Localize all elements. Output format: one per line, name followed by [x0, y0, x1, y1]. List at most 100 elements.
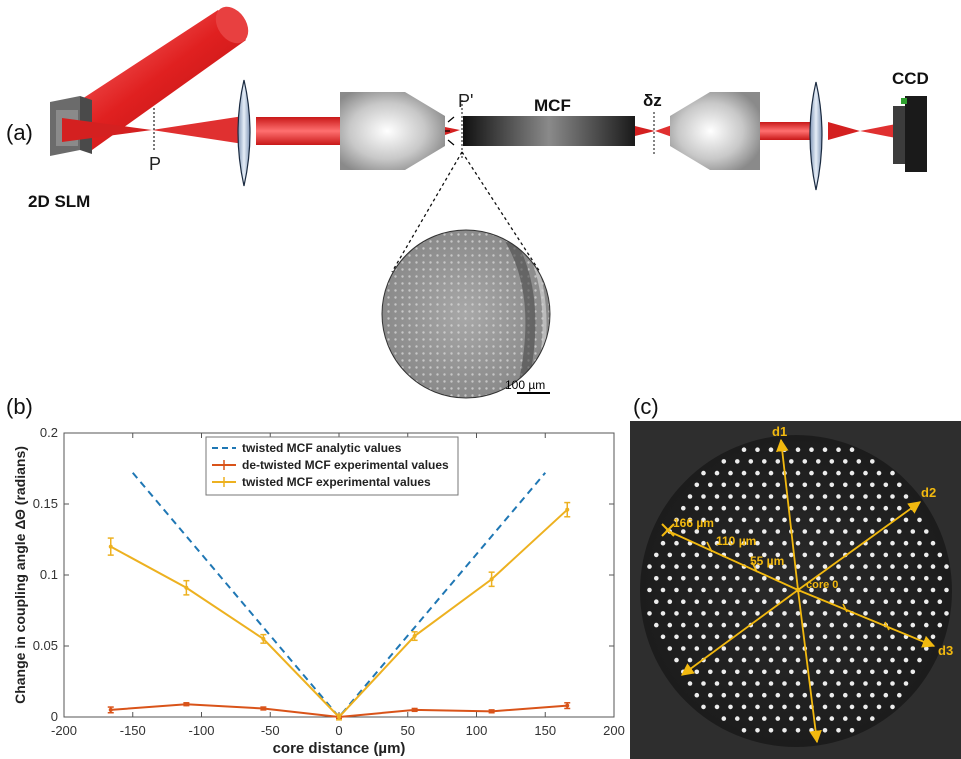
dz-label: δz: [643, 91, 662, 110]
core-dot: [843, 482, 848, 488]
core0-label: core 0: [806, 579, 838, 591]
core-dot: [762, 529, 767, 534]
d1-line-up: [776, 438, 799, 591]
x-tick-label: -150: [120, 723, 146, 738]
core-dot: [822, 564, 828, 569]
core-dot: [708, 482, 713, 488]
core-dot: [876, 587, 882, 593]
core-dot: [660, 540, 666, 546]
core-dot: [775, 482, 781, 488]
x-tick-label: -50: [261, 723, 280, 738]
core-dot: [849, 657, 855, 663]
core-dot: [748, 529, 754, 534]
core-dot: [748, 482, 754, 488]
core-dot: [782, 494, 787, 499]
core-dot: [870, 716, 875, 721]
core-dot: [694, 669, 700, 675]
core-dot: [897, 692, 902, 698]
core-dot: [836, 634, 841, 640]
core-dot: [694, 505, 700, 511]
core-dot: [681, 552, 686, 558]
core-dot: [809, 611, 814, 616]
core-dot: [654, 576, 659, 581]
core-dot: [755, 494, 760, 499]
core-dot: [937, 599, 943, 604]
core-dot: [802, 599, 808, 604]
focus-beam-2: [828, 122, 860, 140]
core-dot: [829, 692, 835, 698]
plane-p-label: P: [149, 154, 161, 174]
x-tick-label: 150: [534, 723, 556, 738]
core-dot: [802, 552, 808, 558]
core-dot: [795, 657, 801, 663]
core-dot: [863, 564, 868, 569]
core-dot: [701, 634, 706, 640]
core-dot: [721, 669, 727, 675]
core-dot: [802, 692, 808, 698]
core-dot: [829, 529, 835, 534]
core-dot: [870, 552, 875, 558]
core-dot: [681, 529, 686, 534]
panel-c-image: (c) d1 d2 d3 166 µm 110 µm 55 µm core 0: [630, 394, 961, 759]
core-dot: [876, 540, 882, 546]
core-dot: [694, 529, 700, 534]
core-dot: [849, 494, 855, 499]
core-dot: [768, 728, 774, 733]
y-axis-ticks: 0 0.05 0.1 0.15 0.2: [33, 425, 614, 724]
core-dot: [903, 587, 909, 593]
core-dot: [816, 552, 821, 558]
lens-2: [809, 81, 823, 191]
core-dot: [849, 704, 855, 710]
x-axis-ticks: -200 -150 -100 -50 0 50 100 150 200: [51, 433, 625, 738]
core-dot: [897, 669, 902, 675]
core-dot: [795, 470, 801, 476]
core-dot: [849, 634, 855, 640]
core-dot: [856, 669, 862, 675]
core-dot: [802, 482, 808, 488]
core-dot: [667, 576, 673, 581]
core-dot: [782, 657, 787, 663]
core-dot: [701, 540, 706, 546]
lens-1: [237, 79, 251, 187]
core-dot: [694, 482, 700, 488]
core-dot: [748, 552, 754, 558]
core-dot: [674, 657, 679, 663]
core-dot: [816, 459, 821, 464]
core-dot: [870, 669, 875, 675]
core-dot: [674, 540, 679, 546]
core-dot: [721, 622, 727, 628]
core-dot: [802, 576, 808, 581]
core-dot: [836, 681, 841, 686]
core-dot: [836, 494, 841, 499]
core-dot: [714, 681, 720, 686]
core-dot: [714, 517, 720, 523]
panel-a-setup: P P' MCF δz: [6, 6, 929, 399]
core-dot: [836, 704, 841, 710]
core-dot: [930, 611, 936, 616]
series-line-0: [131, 472, 547, 719]
core-dot: [816, 669, 821, 675]
core-dot: [930, 564, 936, 569]
core-dot: [802, 505, 808, 511]
core-dot: [822, 494, 828, 499]
core-dot: [795, 681, 801, 686]
core-dot: [728, 470, 733, 476]
core-dot: [822, 704, 828, 710]
core-dot: [741, 470, 747, 476]
plane-p-prime-label: P': [458, 91, 473, 111]
core-dot: [741, 728, 747, 733]
core-dot: [647, 611, 652, 616]
core-dot: [748, 646, 754, 651]
core-dot: [829, 459, 835, 464]
core-dot: [870, 576, 875, 581]
core-dot: [748, 459, 754, 464]
y-axis-label: Change in coupling angle ΔΘ (radians): [12, 446, 28, 704]
core-dot: [843, 692, 848, 698]
core-dot: [897, 482, 902, 488]
core-dot: [755, 657, 760, 663]
tick-d3-2: [884, 621, 890, 631]
core-dot: [890, 540, 895, 546]
core-dot: [816, 716, 821, 721]
core-dot: [708, 552, 713, 558]
core-dot: [755, 611, 760, 616]
